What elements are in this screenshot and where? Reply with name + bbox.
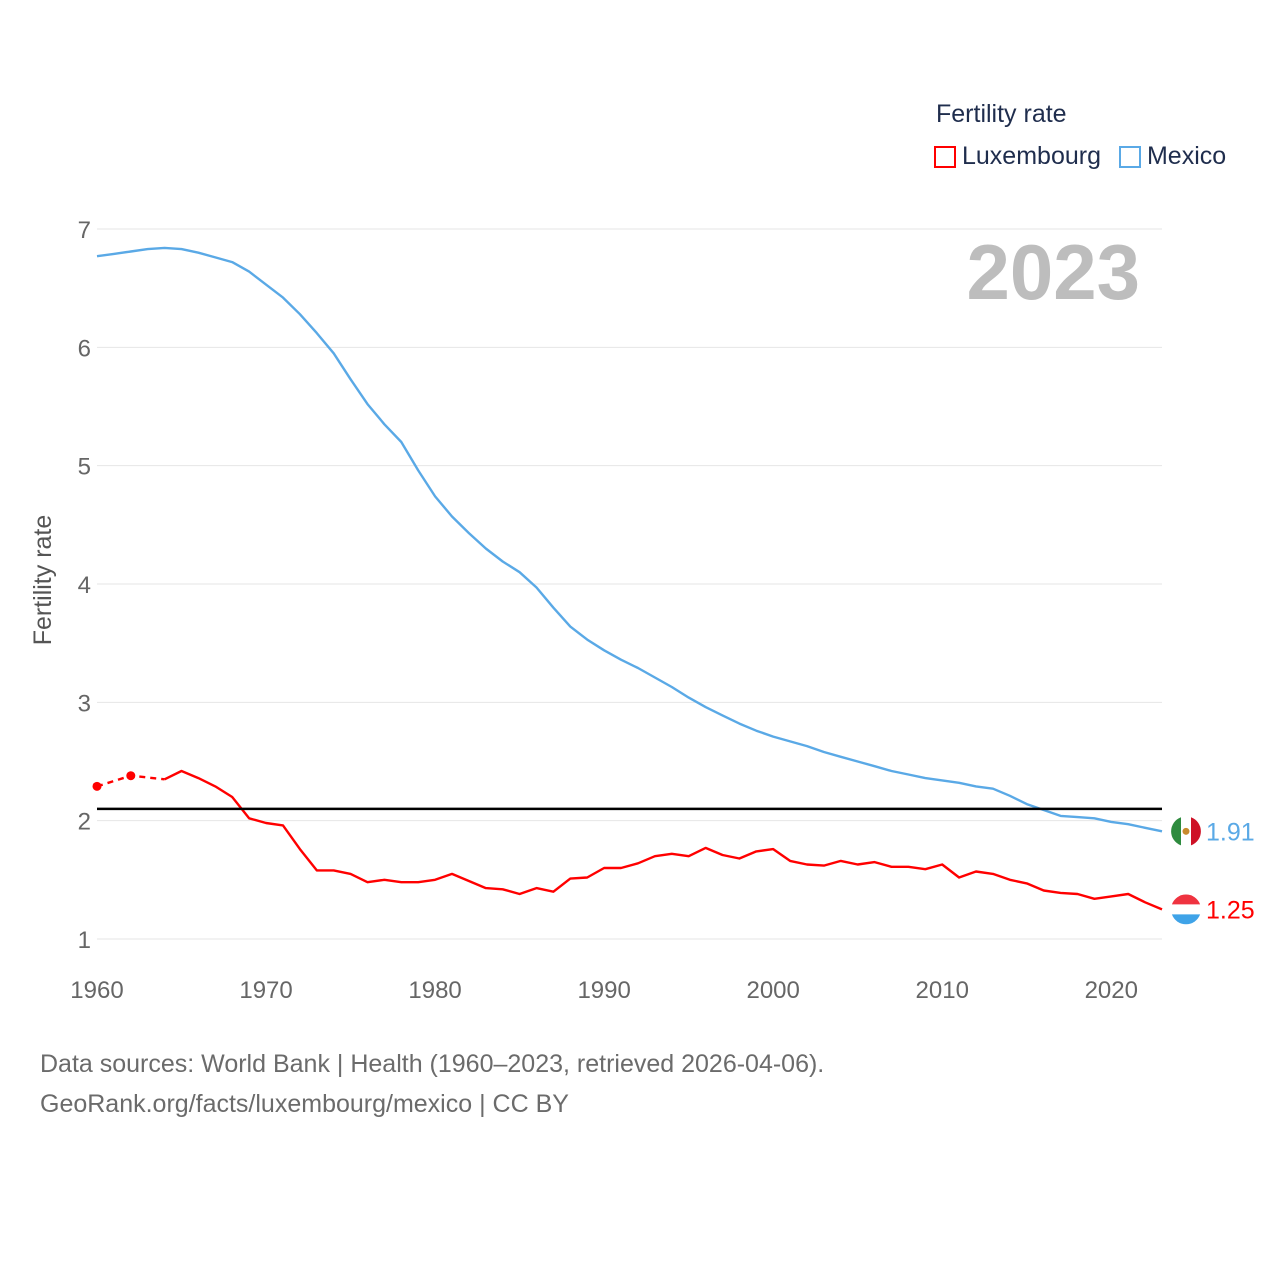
end-label-luxembourg: 1.25: [1206, 896, 1255, 924]
flag-luxembourg-red-icon: [1171, 894, 1201, 905]
legend-title: Fertility rate: [936, 100, 1067, 128]
y-tick-7: 7: [78, 217, 91, 244]
data-point-luxembourg-1962: [126, 771, 136, 781]
x-tick-2000: 2000: [746, 977, 799, 1004]
y-tick-5: 5: [78, 454, 91, 481]
series-line-luxembourg: [164, 769, 1163, 911]
x-tick-1960: 1960: [70, 977, 123, 1004]
legend: Luxembourg Mexico: [934, 142, 1226, 171]
end-marker-mexico: 1.91: [1171, 816, 1255, 847]
y-tick-2: 2: [78, 809, 91, 836]
flag-luxembourg-blue-icon: [1171, 914, 1201, 925]
year-label: 2023: [966, 228, 1140, 316]
flag-mexico-green-icon: [1171, 817, 1181, 846]
y-tick-6: 6: [78, 335, 91, 362]
legend-swatch-mexico: [1118, 145, 1141, 168]
y-axis-label: Fertility rate: [29, 515, 57, 646]
legend-swatch-luxembourg: [934, 145, 956, 168]
legend-item-mexico[interactable]: Mexico: [1118, 142, 1227, 171]
grid-lines: [97, 228, 1162, 940]
data-point-luxembourg-1960: [92, 781, 102, 791]
footer-attribution[interactable]: GeoRank.org/facts/luxembourg/mexico | CC…: [40, 1090, 569, 1118]
x-tick-2020: 2020: [1085, 977, 1138, 1004]
legend-label-mexico: Mexico: [1146, 142, 1227, 170]
legend-label-luxembourg: Luxembourg: [962, 142, 1101, 170]
y-tick-labels: 1 2 3 4 5 6 7: [78, 217, 91, 954]
series-line-mexico: [96, 246, 1163, 833]
end-label-mexico: 1.91: [1206, 818, 1255, 846]
x-tick-2010: 2010: [916, 977, 969, 1004]
x-tick-1990: 1990: [577, 977, 630, 1004]
end-marker-luxembourg: 1.25: [1171, 894, 1255, 925]
x-tick-1980: 1980: [408, 977, 461, 1004]
x-tick-1970: 1970: [239, 977, 292, 1004]
y-tick-1: 1: [78, 927, 91, 954]
x-tick-labels: 1960 1970 1980 1990 2000 2010 2020: [70, 977, 1138, 1004]
y-tick-3: 3: [78, 690, 91, 717]
footer-sources: Data sources: World Bank | Health (1960–…: [40, 1050, 825, 1078]
flag-mexico-red-icon: [1191, 817, 1201, 846]
legend-item-luxembourg[interactable]: Luxembourg: [934, 142, 1101, 171]
end-markers: 1.25 1.91: [1171, 816, 1255, 925]
footer: Data sources: World Bank | Health (1960–…: [40, 1044, 824, 1124]
series-lines: [92, 246, 1163, 911]
flag-mexico-emblem-icon: [1182, 827, 1190, 835]
y-tick-4: 4: [78, 572, 91, 599]
